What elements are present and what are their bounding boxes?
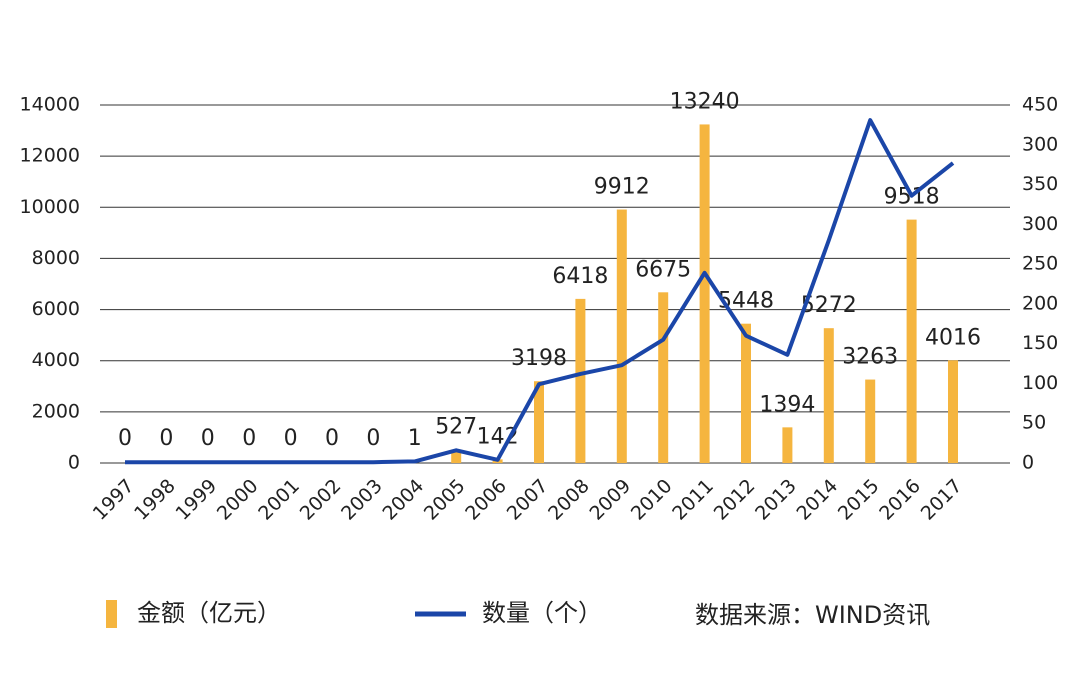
bar	[658, 292, 669, 463]
x-tick-label: 1998	[130, 475, 180, 525]
bar	[823, 328, 834, 463]
x-tick-label: 2015	[834, 475, 884, 525]
x-tick-label: 2006	[461, 475, 511, 525]
y-tick-label: 4000	[32, 349, 80, 371]
x-tick-label: 2004	[378, 475, 428, 525]
y2-tick-label: 150	[1022, 332, 1058, 354]
y2-tick-label: 300	[1022, 213, 1058, 235]
data-label: 0	[159, 426, 173, 451]
y2-tick-label: 200	[1022, 292, 1058, 314]
data-label: 0	[242, 426, 256, 451]
y-tick-label: 12000	[20, 145, 80, 167]
bar	[699, 124, 710, 463]
bar	[451, 449, 462, 463]
data-label: 0	[284, 426, 298, 451]
bar	[741, 323, 751, 463]
source-note: 数据来源：WIND资讯	[695, 601, 930, 629]
y2-tick-label: 450	[1022, 94, 1058, 116]
x-tick-label: 2003	[337, 475, 387, 525]
legend-label: 数量（个）	[482, 599, 602, 627]
x-tick-label: 2016	[875, 475, 925, 525]
x-tick-label: 2007	[503, 475, 553, 525]
y2-tick-label: 100	[1022, 372, 1058, 394]
line-series	[125, 118, 955, 465]
x-tick-label: 2012	[710, 475, 760, 525]
y-tick-label: 6000	[32, 298, 80, 320]
y-tick-label: 8000	[32, 247, 80, 269]
y2-tick-label: 300	[1022, 133, 1058, 155]
y-tick-label: 14000	[20, 94, 80, 116]
data-label: 3198	[511, 346, 567, 371]
y2-tick-label: 350	[1022, 173, 1058, 195]
bar	[575, 298, 586, 463]
y2-tick-label: 50	[1022, 412, 1046, 434]
data-label: 0	[366, 426, 380, 451]
data-label: 13240	[670, 89, 740, 114]
bar	[906, 219, 917, 463]
bar	[534, 381, 544, 463]
x-tick-label: 2005	[420, 475, 470, 525]
data-label: 1	[408, 426, 422, 451]
x-tick-label: 2009	[585, 475, 635, 525]
data-label: 5448	[718, 289, 774, 314]
data-label: 1394	[759, 392, 815, 417]
data-label: 0	[118, 426, 132, 451]
y-tick-label: 10000	[20, 196, 80, 218]
data-label: 6675	[635, 257, 691, 282]
bar	[616, 209, 627, 463]
x-tick-label: 1997	[89, 475, 139, 525]
x-tick-label: 2010	[627, 475, 677, 525]
x-tick-label: 2000	[213, 475, 263, 525]
data-label: 3263	[842, 345, 898, 370]
data-label: 0	[201, 426, 215, 451]
x-tick-label: 1999	[171, 475, 221, 525]
x-tick-label: 2001	[254, 475, 304, 525]
data-label: 4016	[925, 325, 981, 350]
x-tick-label: 2017	[917, 475, 967, 525]
legend-swatch	[106, 600, 117, 628]
bar	[948, 360, 958, 463]
x-tick-label: 2002	[296, 475, 346, 525]
x-tick-label: 2013	[751, 475, 801, 525]
x-tick-label: 2011	[668, 475, 718, 525]
y-tick-label: 0	[68, 452, 80, 474]
y-tick-label: 2000	[32, 400, 80, 422]
bar	[782, 427, 793, 463]
y2-tick-label: 250	[1022, 253, 1058, 275]
bar	[865, 379, 876, 463]
y2-tick-label: 0	[1022, 452, 1034, 474]
x-tick-label: 2008	[544, 475, 594, 525]
data-label: 0	[325, 426, 339, 451]
data-label: 527	[435, 415, 477, 440]
x-tick-label: 2014	[792, 475, 842, 525]
data-label: 6418	[552, 264, 608, 289]
legend-label: 金额（亿元）	[137, 599, 281, 627]
data-label: 9912	[594, 175, 650, 200]
